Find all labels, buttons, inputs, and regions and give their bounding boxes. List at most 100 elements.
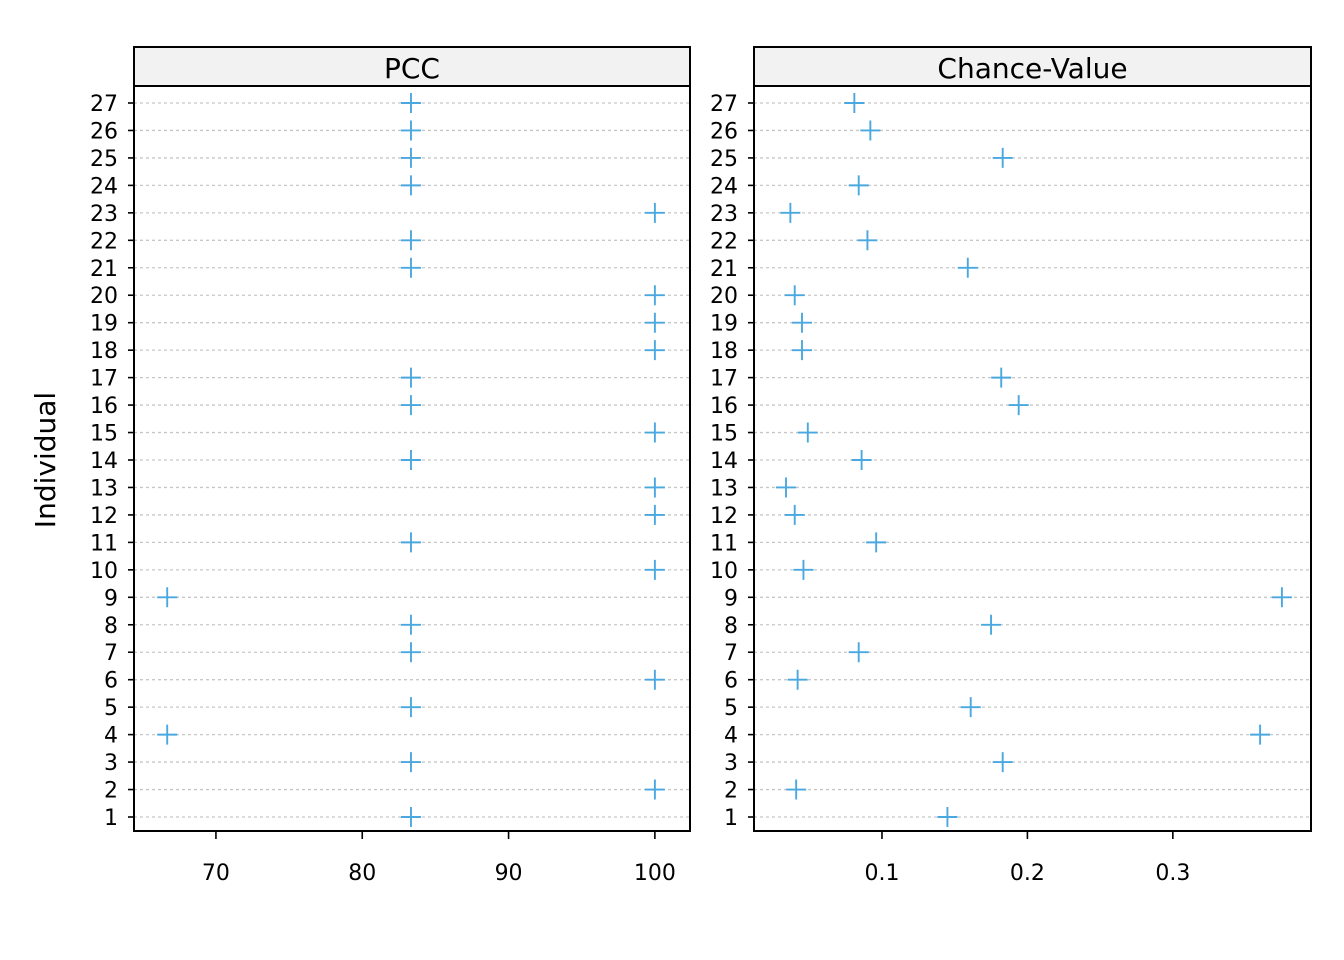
- panel-title: PCC: [384, 52, 440, 85]
- panel-title: Chance-Value: [937, 52, 1127, 85]
- y-tick-label: 18: [710, 339, 738, 364]
- y-tick-label: 26: [90, 119, 118, 144]
- data-point: [848, 175, 869, 196]
- data-point: [1250, 724, 1271, 745]
- data-point: [400, 395, 421, 416]
- data-point: [851, 450, 872, 470]
- data-point: [644, 504, 665, 525]
- y-tick-label: 8: [724, 614, 738, 639]
- data-point: [866, 532, 887, 553]
- data-point: [400, 175, 421, 196]
- y-tick-label: 22: [90, 229, 118, 254]
- y-tick-label: 27: [710, 92, 738, 117]
- data-point: [981, 614, 1002, 635]
- panels: PCC1234567891011121314151617181920212223…: [90, 46, 1312, 886]
- y-tick-label: 20: [90, 284, 118, 309]
- data-point: [400, 147, 421, 168]
- y-tick-label: 13: [710, 476, 738, 501]
- panel-frame: [133, 46, 691, 832]
- y-tick-label: 16: [710, 394, 738, 419]
- data-point: [400, 752, 421, 773]
- data-point: [937, 807, 958, 827]
- y-tick-label: 3: [104, 751, 118, 776]
- panel-strip: [753, 46, 1312, 87]
- y-axis-label: Individual: [29, 392, 62, 528]
- data-point: [784, 285, 805, 306]
- data-point: [400, 93, 421, 113]
- y-tick-label: 27: [90, 92, 118, 117]
- y-tick-label: 9: [724, 586, 738, 611]
- data-point: [957, 257, 978, 278]
- y-tick-label: 6: [104, 669, 118, 694]
- y-tick-label: 5: [724, 696, 738, 721]
- panel-1: PCC1234567891011121314151617181920212223…: [90, 46, 691, 886]
- x-tick-label: 70: [202, 861, 230, 886]
- data-point: [400, 367, 421, 388]
- data-point: [400, 450, 421, 470]
- data-point: [991, 367, 1012, 388]
- data-point: [644, 312, 665, 333]
- data-point: [400, 642, 421, 663]
- y-tick-label: 24: [710, 174, 738, 199]
- y-tick-label: 1: [724, 806, 738, 831]
- x-tick-label: 90: [495, 861, 523, 886]
- y-tick-label: 25: [90, 147, 118, 172]
- data-point: [157, 587, 178, 608]
- data-point: [793, 559, 814, 580]
- y-tick-label: 2: [104, 779, 118, 804]
- y-tick-label: 2: [724, 779, 738, 804]
- y-tick-label: 15: [710, 422, 738, 447]
- y-tick-label: 19: [710, 312, 738, 337]
- data-point: [644, 559, 665, 580]
- data-point: [644, 669, 665, 690]
- y-tick-label: 7: [104, 641, 118, 666]
- y-tick-label: 5: [104, 696, 118, 721]
- data-point: [400, 614, 421, 635]
- data-point: [400, 230, 421, 251]
- y-tick-label: 17: [90, 367, 118, 392]
- y-tick-label: 20: [710, 284, 738, 309]
- y-tick-label: 21: [90, 257, 118, 282]
- data-point: [791, 340, 812, 361]
- data-point: [157, 724, 178, 745]
- data-point: [992, 752, 1013, 773]
- panel-frame: [753, 46, 1312, 832]
- data-point: [400, 257, 421, 278]
- data-point: [960, 697, 981, 718]
- y-tick-label: 22: [710, 229, 738, 254]
- data-point: [844, 93, 865, 113]
- data-point: [644, 202, 665, 223]
- data-point: [775, 477, 796, 498]
- data-point: [787, 669, 808, 690]
- x-tick-label: 0.3: [1155, 861, 1190, 886]
- x-tick-label: 80: [348, 861, 376, 886]
- y-tick-label: 13: [90, 476, 118, 501]
- data-point: [644, 340, 665, 361]
- y-tick-label: 14: [710, 449, 738, 474]
- y-tick-label: 1: [104, 806, 118, 831]
- data-point: [400, 532, 421, 553]
- data-point: [644, 477, 665, 498]
- y-tick-label: 16: [90, 394, 118, 419]
- y-tick-label: 26: [710, 119, 738, 144]
- y-tick-label: 18: [90, 339, 118, 364]
- y-tick-label: 15: [90, 422, 118, 447]
- data-point: [780, 202, 801, 223]
- y-tick-label: 11: [710, 531, 738, 556]
- y-tick-label: 3: [724, 751, 738, 776]
- y-tick-label: 23: [90, 202, 118, 227]
- y-tick-label: 10: [90, 559, 118, 584]
- y-tick-label: 24: [90, 174, 118, 199]
- y-tick-label: 12: [710, 504, 738, 529]
- data-point: [857, 230, 878, 251]
- data-point: [791, 312, 812, 333]
- x-tick-label: 0.2: [1010, 861, 1045, 886]
- y-tick-label: 23: [710, 202, 738, 227]
- data-point: [1271, 587, 1292, 608]
- y-tick-label: 8: [104, 614, 118, 639]
- y-tick-label: 17: [710, 367, 738, 392]
- y-tick-label: 11: [90, 531, 118, 556]
- data-point: [644, 779, 665, 800]
- y-tick-label: 7: [724, 641, 738, 666]
